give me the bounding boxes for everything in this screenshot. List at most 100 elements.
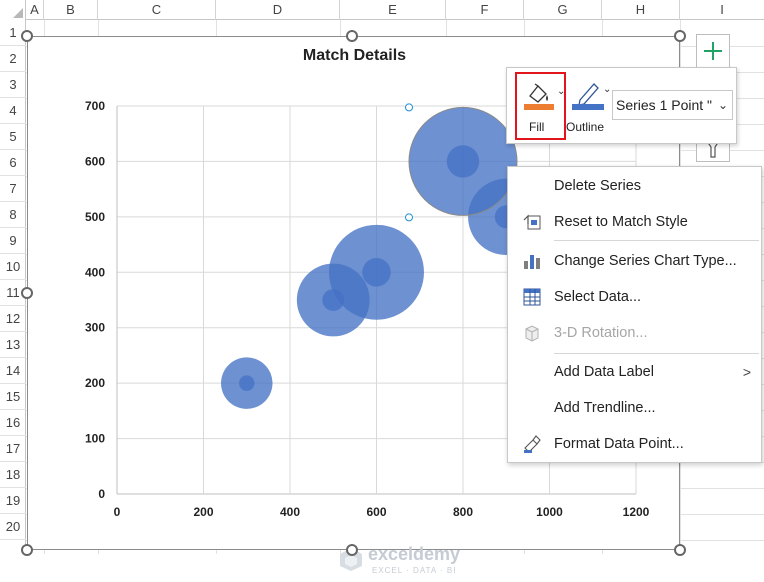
menu-item-reset-to-match-style[interactable]: Reset to Match Style: [508, 206, 761, 238]
column-header-d[interactable]: D: [216, 0, 340, 20]
watermark-name: exceldemy: [368, 544, 461, 564]
row-header[interactable]: 12: [0, 306, 26, 332]
outline-button[interactable]: ⌄ Outline: [566, 74, 612, 140]
x-tick-label: 800: [453, 505, 473, 519]
y-tick-label: 600: [85, 154, 105, 168]
row-header[interactable]: 20: [0, 514, 26, 540]
plus-icon: [704, 42, 722, 60]
menu-item-label: Format Data Point...: [554, 436, 684, 452]
x-tick-label: 0: [114, 505, 121, 519]
row-header[interactable]: 11: [0, 280, 26, 306]
context-menu: Delete Series Reset to Match Style Chang…: [507, 166, 762, 463]
bubble-core: [362, 258, 391, 287]
bubble-core: [239, 375, 255, 391]
column-header-i[interactable]: I: [720, 2, 724, 17]
bubble-core: [446, 145, 480, 178]
y-tick-label: 400: [85, 265, 105, 279]
row-header[interactable]: 16: [0, 410, 26, 436]
y-tick-label: 500: [85, 210, 105, 224]
row-header[interactable]: 4: [0, 98, 26, 124]
menu-item-label: Add Data Label: [554, 364, 654, 380]
column-header-a[interactable]: A: [26, 0, 44, 20]
menu-item-add-data-label[interactable]: Add Data Label >: [508, 356, 761, 388]
row-header[interactable]: 8: [0, 202, 26, 228]
chart-element-select-value: Series 1 Point ": [616, 97, 713, 113]
rotation-3d-icon: [525, 325, 539, 342]
row-header-bar: 1 2 3 4 5 6 7 8 9 10 11 12 13 14 15 16 1…: [0, 20, 26, 554]
row-header[interactable]: 3: [0, 72, 26, 98]
row-header[interactable]: 18: [0, 462, 26, 488]
row-header[interactable]: 17: [0, 436, 26, 462]
watermark-tagline: EXCEL · DATA · BI: [372, 566, 457, 575]
point-selection-handle[interactable]: [405, 103, 413, 112]
chart-type-icon: [524, 255, 540, 269]
row-header[interactable]: 1: [0, 20, 26, 46]
chart-resize-handle[interactable]: [346, 544, 358, 556]
y-tick-label: 200: [85, 376, 105, 390]
column-header-h[interactable]: H: [602, 0, 680, 20]
x-tick-label: 600: [366, 505, 386, 519]
select-all-corner[interactable]: [0, 0, 26, 20]
paint-bucket-icon: [524, 83, 554, 110]
menu-item-label: Reset to Match Style: [554, 214, 688, 230]
row-header[interactable]: 13: [0, 332, 26, 358]
format-icon: [524, 435, 541, 453]
chart-resize-handle[interactable]: [21, 287, 33, 299]
column-header-c[interactable]: C: [98, 0, 216, 20]
row-header[interactable]: 14: [0, 358, 26, 384]
y-tick-label: 700: [85, 99, 105, 113]
pen-outline-icon: [572, 83, 604, 110]
row-header[interactable]: 19: [0, 488, 26, 514]
menu-item-label: 3-D Rotation...: [554, 325, 648, 341]
select-all-triangle-icon: [13, 8, 23, 18]
fill-label: Fill: [529, 120, 545, 134]
chart-resize-handle[interactable]: [21, 30, 33, 42]
chart-resize-handle[interactable]: [674, 30, 686, 42]
y-tick-label: 300: [85, 321, 105, 335]
reset-style-icon: [523, 214, 541, 230]
chart-resize-handle[interactable]: [346, 30, 358, 42]
row-header[interactable]: 7: [0, 176, 26, 202]
menu-item-label: Add Trendline...: [554, 400, 656, 416]
menu-item-label: Change Series Chart Type...: [554, 253, 737, 269]
menu-item-label: Delete Series: [554, 178, 642, 194]
chevron-down-icon: ⌄: [717, 98, 728, 112]
column-header-g[interactable]: G: [524, 0, 602, 20]
chart-resize-handle[interactable]: [21, 544, 33, 556]
row-header[interactable]: 6: [0, 150, 26, 176]
fill-button[interactable]: ⌄ Fill: [515, 72, 566, 140]
column-header-bar: A B C D E F G H I: [0, 0, 764, 20]
x-tick-label: 1000: [536, 505, 563, 519]
menu-separator: [554, 353, 759, 354]
outline-label: Outline: [566, 120, 605, 134]
x-tick-label: 400: [280, 505, 300, 519]
row-header[interactable]: 5: [0, 124, 26, 150]
row-header[interactable]: 9: [0, 228, 26, 254]
chart-resize-handle[interactable]: [674, 544, 686, 556]
menu-item-change-series-chart-type[interactable]: Change Series Chart Type...: [508, 245, 761, 277]
row-header[interactable]: 10: [0, 254, 26, 280]
x-tick-label: 200: [193, 505, 213, 519]
column-header-e[interactable]: E: [340, 0, 446, 20]
menu-item-select-data[interactable]: Select Data...: [508, 281, 761, 313]
row-header[interactable]: 15: [0, 384, 26, 410]
y-tick-label: 0: [98, 487, 105, 501]
menu-item-format-data-point[interactable]: Format Data Point...: [508, 428, 761, 460]
column-header-b[interactable]: B: [44, 0, 98, 20]
format-mini-toolbar: ⌄ Fill ⌄ Outline Series 1 Point " ⌄: [506, 67, 737, 144]
y-tick-label: 100: [85, 432, 105, 446]
chart-elements-button[interactable]: [696, 34, 730, 68]
menu-separator: [554, 240, 759, 241]
outline-dropdown-caret-icon[interactable]: ⌄: [603, 84, 612, 95]
fill-dropdown-caret-icon[interactable]: ⌄: [557, 86, 566, 97]
menu-item-add-trendline[interactable]: Add Trendline...: [508, 392, 761, 424]
watermark-logo: exceldemy EXCEL · DATA · BI: [338, 542, 488, 582]
menu-item-label: Select Data...: [554, 289, 642, 305]
chart-element-select[interactable]: Series 1 Point " ⌄: [612, 90, 733, 120]
point-selection-handle[interactable]: [405, 213, 413, 222]
menu-item-delete-series[interactable]: Delete Series: [508, 170, 761, 202]
column-header-f[interactable]: F: [446, 0, 524, 20]
chart-title[interactable]: Match Details: [302, 47, 407, 64]
chevron-right-icon: >: [742, 364, 751, 380]
row-header[interactable]: 2: [0, 46, 26, 72]
